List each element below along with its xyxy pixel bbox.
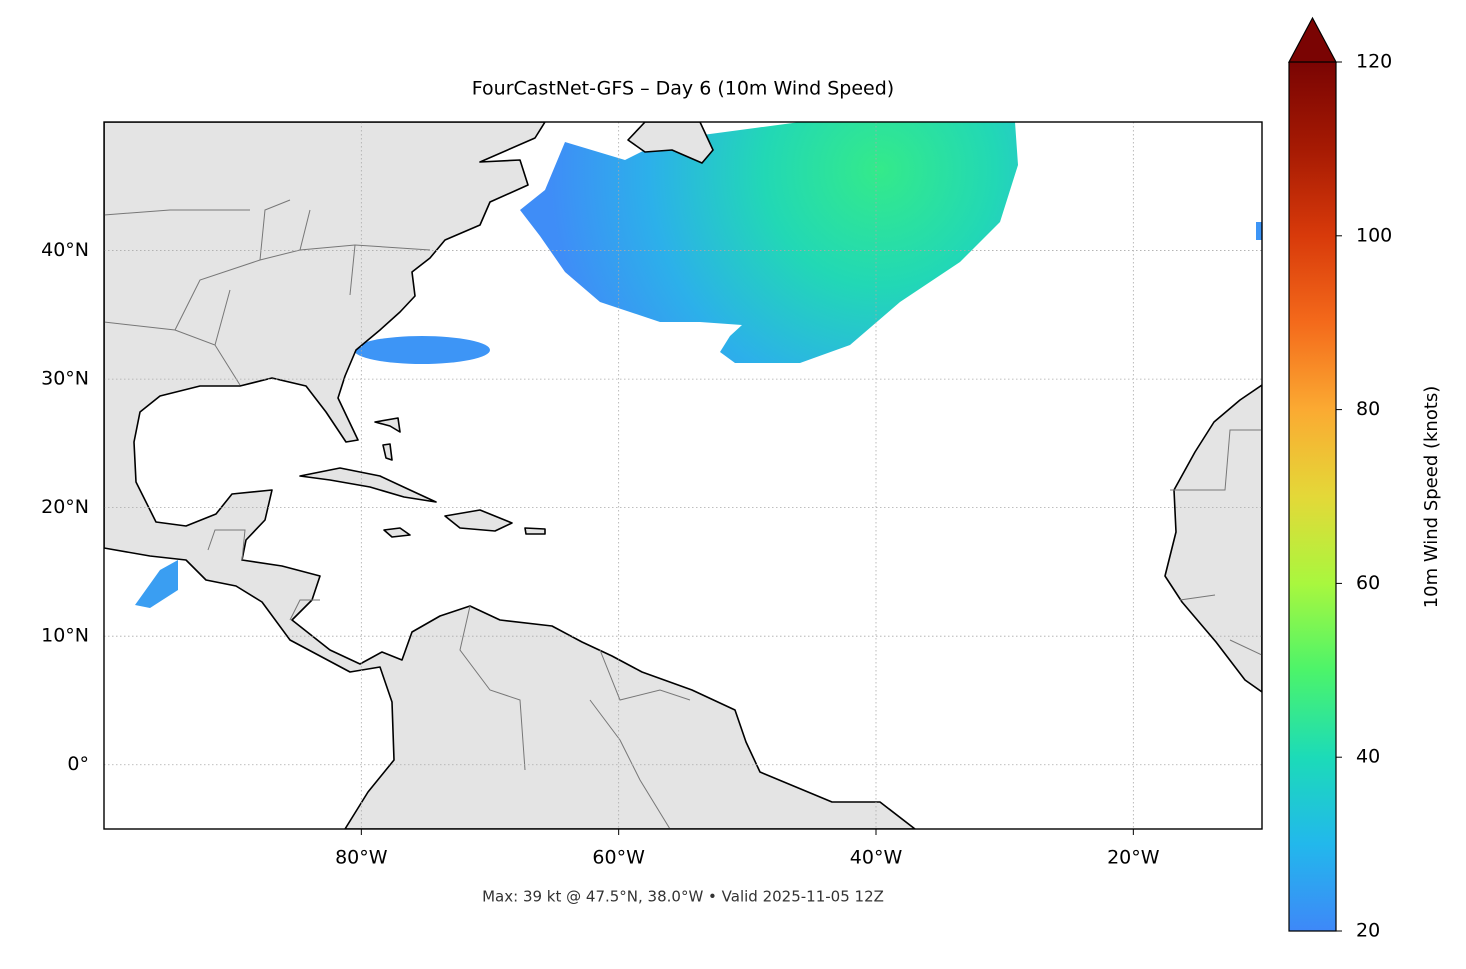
x-tick-label: 20°W [1107, 847, 1160, 869]
land-africa [1164, 384, 1262, 693]
x-tick-label: 60°W [592, 847, 645, 869]
colorbar-tick-label: 80 [1356, 398, 1380, 420]
grid [104, 122, 1262, 829]
colorbar-tick-label: 100 [1356, 224, 1392, 246]
land-bahamas [374, 417, 401, 461]
wind-field [520, 122, 1018, 363]
colorbar [1289, 62, 1336, 931]
colorbar-tick-label: 20 [1356, 920, 1380, 942]
colorbar-extension [1287, 16, 1338, 63]
x-tick-label: 40°W [850, 847, 903, 869]
land-jamaica [383, 527, 411, 538]
land-hispaniola [444, 509, 513, 532]
chart-title: FourCastNet-GFS – Day 6 (10m Wind Speed) [472, 78, 894, 100]
colorbar-label: 10m Wind Speed (knots) [1421, 386, 1442, 609]
x-tick-label: 80°W [335, 847, 388, 869]
colorbar-tick-label: 40 [1356, 746, 1380, 768]
land-americas [104, 122, 916, 829]
plot-frame [103, 121, 1263, 830]
land-puerto-rico [524, 527, 546, 535]
y-tick-label: 30°N [41, 368, 89, 390]
colorbar-tick-label: 60 [1356, 572, 1380, 594]
wind-field [135, 560, 178, 608]
wind-field [1256, 222, 1262, 240]
colorbar-tick-label: 120 [1356, 51, 1392, 73]
land-newfoundland [627, 122, 714, 164]
y-tick-label: 40°N [41, 239, 89, 261]
y-tick-label: 20°N [41, 496, 89, 518]
wind-field [354, 336, 490, 364]
colorbar-frame [1288, 62, 1337, 932]
country-borders [104, 199, 1262, 829]
y-tick-label: 10°N [41, 625, 89, 647]
map-area [104, 122, 1262, 829]
y-tick-label: 0° [67, 753, 89, 775]
annotation: Max: 39 kt @ 47.5°N, 38.0°W • Valid 2025… [482, 888, 884, 906]
land-cuba [299, 467, 437, 503]
